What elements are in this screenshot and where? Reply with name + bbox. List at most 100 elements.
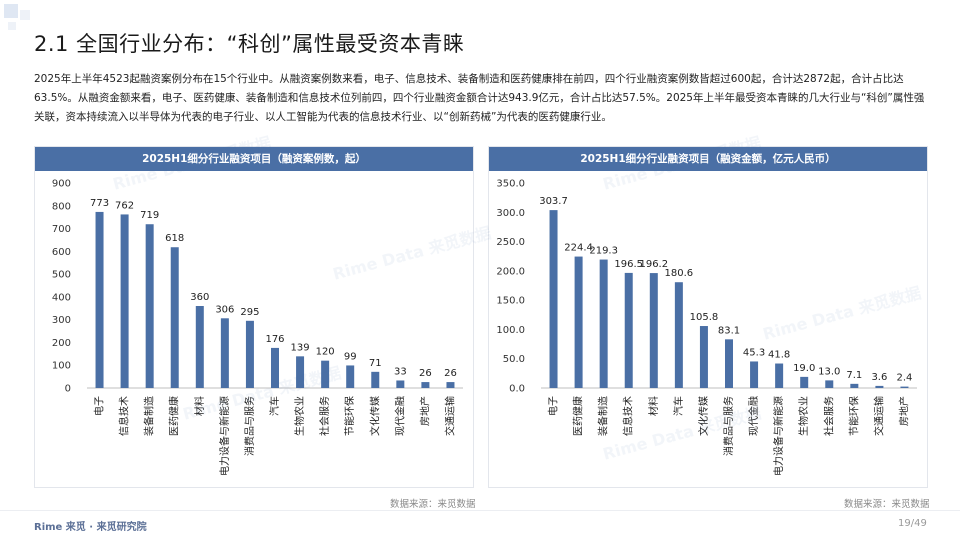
x-tick-label: 装备制造 <box>143 396 156 436</box>
chart-title: 2025H1细分行业融资项目（融资案例数，起） <box>35 147 473 171</box>
footer-divider <box>0 510 960 511</box>
x-tick-label: 文化传媒 <box>697 396 710 436</box>
bar <box>649 273 658 388</box>
bar <box>900 386 909 388</box>
data-label: 139 <box>291 342 310 353</box>
data-label: 196.5 <box>614 259 643 270</box>
data-label: 83.1 <box>718 325 740 336</box>
chart-title: 2025H1细分行业融资项目（融资金额，亿元人民币） <box>489 147 927 171</box>
bar <box>574 256 583 388</box>
y-tick-label: 800 <box>52 201 71 212</box>
bar <box>750 361 759 388</box>
bar <box>220 318 229 388</box>
data-label: 219.3 <box>589 246 618 257</box>
y-tick-label: 250.0 <box>496 237 525 248</box>
x-tick-label: 房地产 <box>418 396 431 426</box>
data-label: 13.0 <box>818 366 840 377</box>
data-label: 176 <box>265 334 284 345</box>
x-tick-label: 材料 <box>193 396 206 416</box>
y-tick-label: 100 <box>52 361 71 372</box>
x-tick-label: 生物农业 <box>293 396 306 436</box>
bar <box>145 224 154 388</box>
bar <box>875 385 884 388</box>
y-tick-label: 500 <box>52 270 71 281</box>
x-tick-label: 装备制造 <box>597 396 610 436</box>
data-label: 105.8 <box>690 312 719 323</box>
bar <box>599 259 608 388</box>
data-label: 19.0 <box>793 363 815 374</box>
x-tick-label: 房地产 <box>897 396 910 426</box>
bar <box>245 320 254 388</box>
bar <box>170 247 179 388</box>
x-tick-label: 节能环保 <box>343 396 356 436</box>
data-label: 303.7 <box>539 196 568 207</box>
data-label: 196.2 <box>639 259 668 270</box>
y-tick-label: 0.0 <box>509 384 525 395</box>
y-tick-label: 200.0 <box>496 266 525 277</box>
bar <box>800 376 809 388</box>
chart-panel-case-count: 2025H1细分行业融资项目（融资案例数，起） 0 100 200 300 400 500… <box>34 146 474 488</box>
data-label: 360 <box>190 292 209 303</box>
bar <box>775 363 784 388</box>
data-source-note: 数据来源：来觅数据 <box>844 499 930 510</box>
x-tick-label: 汽车 <box>268 396 281 416</box>
x-tick-label: 电力设备与新能源 <box>218 396 231 476</box>
x-tick-label: 医药健康 <box>168 396 181 436</box>
data-label: 224.4 <box>564 243 593 254</box>
y-tick-label: 600 <box>52 247 71 258</box>
x-tick-label: 消费品与服务 <box>243 396 256 456</box>
y-tick-label: 900 <box>52 179 71 190</box>
bar <box>346 365 355 388</box>
data-label: 295 <box>240 307 259 318</box>
x-tick-label: 社会服务 <box>822 396 835 436</box>
y-tick-label: 300.0 <box>496 208 525 219</box>
x-tick-label: 社会服务 <box>318 396 331 436</box>
x-tick-label: 汽车 <box>672 396 685 416</box>
y-tick-label: 0 <box>65 384 71 395</box>
chart-panel-amount: 2025H1细分行业融资项目（融资金额，亿元人民币） 0.0 50.0 100.0 1… <box>488 146 928 488</box>
bar <box>825 380 834 388</box>
data-label: 45.3 <box>743 347 765 358</box>
y-tick-label: 150.0 <box>496 296 525 307</box>
x-tick-label: 电力设备与新能源 <box>772 396 785 476</box>
data-label: 71 <box>369 358 382 369</box>
x-tick-label: 生物农业 <box>797 396 810 436</box>
x-tick-label: 材料 <box>647 396 660 416</box>
data-label: 2.4 <box>897 373 913 384</box>
bar <box>725 339 733 388</box>
data-label: 26 <box>419 368 432 379</box>
data-label: 33 <box>394 366 407 377</box>
bar <box>446 382 455 388</box>
x-tick-label: 文化传媒 <box>368 396 381 436</box>
bar <box>699 326 708 388</box>
data-label: 26 <box>444 368 457 379</box>
page-title: 2.1 全国行业分布：“科创”属性最受资本青睐 <box>34 32 465 56</box>
data-label: 41.8 <box>768 350 790 361</box>
corner-decoration <box>4 4 30 30</box>
bar <box>421 382 430 388</box>
bar <box>371 371 380 388</box>
x-tick-label: 节能环保 <box>847 396 860 436</box>
y-tick-label: 700 <box>52 224 71 235</box>
bar <box>95 211 104 388</box>
y-tick-label: 100.0 <box>496 325 525 336</box>
data-source-note: 数据来源：来觅数据 <box>390 499 476 510</box>
bar <box>271 347 279 388</box>
x-tick-label: 交通运输 <box>872 396 885 436</box>
y-tick-label: 350.0 <box>496 179 525 190</box>
bar <box>396 380 405 388</box>
bar <box>296 356 305 388</box>
page-number: 19/49 <box>898 518 927 529</box>
bar <box>120 214 129 388</box>
x-tick-label: 现代金融 <box>393 396 406 436</box>
x-tick-label: 电子 <box>93 396 106 416</box>
summary-paragraph: 2025年上半年4523起融资案例分布在15个行业中。从融资案例数来看，电子、信… <box>34 73 925 123</box>
data-label: 306 <box>215 304 234 315</box>
data-label: 618 <box>165 233 184 244</box>
x-tick-label: 电子 <box>547 396 560 416</box>
data-label: 180.6 <box>665 268 694 279</box>
data-label: 762 <box>115 200 134 211</box>
x-tick-label: 医药健康 <box>572 396 585 436</box>
bar <box>624 272 633 388</box>
y-tick-label: 400 <box>52 292 71 303</box>
